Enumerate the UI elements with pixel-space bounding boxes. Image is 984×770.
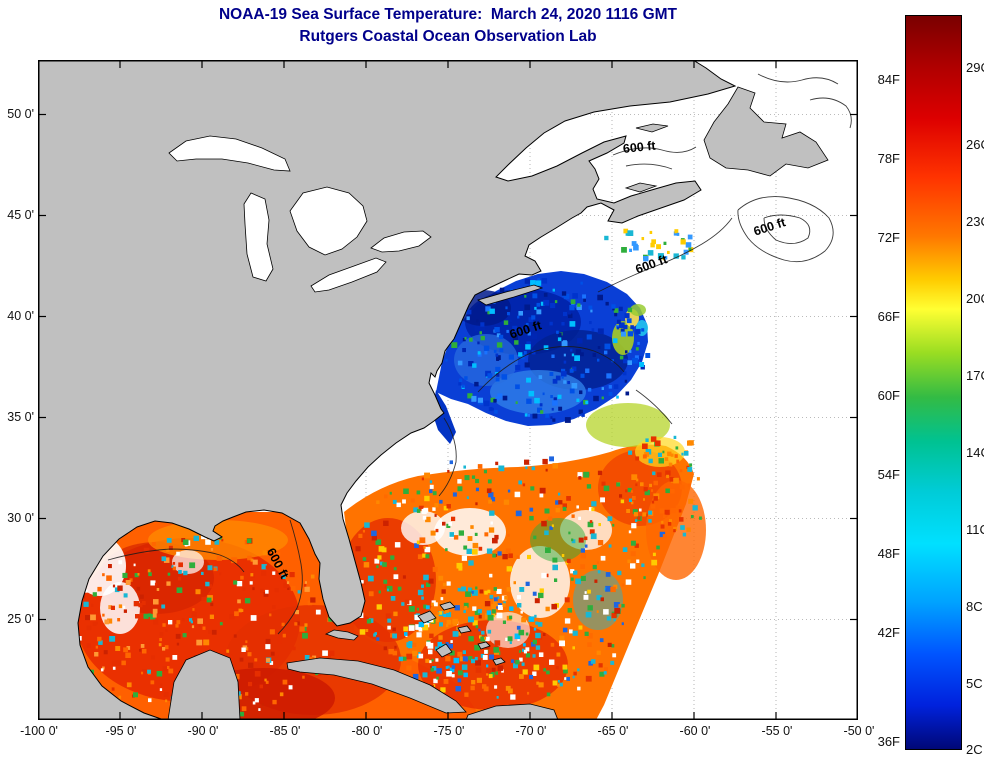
colorbar-c-label: 26C [966,137,984,152]
continent-land [38,60,737,720]
colorbar-f-label: 66F [877,309,900,324]
colorbar-c-label: 20C [966,291,984,306]
colorbar-f-label: 72F [877,230,900,245]
x-axis-label: -95 0' [105,724,137,738]
bathymetry-contours [107,73,852,703]
colorbar-f-label: 54F [877,467,900,482]
colorbar-c-label: 29C [966,60,984,75]
colorbar [905,15,962,750]
axis-ticks [38,60,858,720]
bahamas-island [492,657,506,666]
x-axis-label: -50 0' [843,724,875,738]
map-area: 600 ft 600 ft 600 ft 600 ft 600 ft [38,60,858,720]
figure-subtitle: Rutgers Coastal Ocean Observation Lab [299,28,597,45]
cuba-island [286,657,467,714]
landmass-layer [38,60,829,720]
x-axis-label: -75 0' [433,724,465,738]
great-lakes [168,135,432,293]
sst-speckles-scotian-shelf [604,228,694,262]
colorbar-gradient [906,16,961,749]
sst-speckles-bahamas [404,590,543,685]
bahamas-island [477,641,491,650]
colorbar-f-label: 48F [877,546,900,561]
bahamas-island [417,610,437,624]
y-axis-label: 50 0' [7,107,34,121]
sst-map-canvas [38,60,858,720]
y-axis-label: 45 0' [7,208,34,222]
x-axis-label: -60 0' [679,724,711,738]
colorbar-f-label: 36F [877,734,900,749]
hispaniola-island [465,703,559,720]
sst-speckles-cold [445,278,651,423]
x-axis-label: -90 0' [187,724,219,738]
x-axis-label: -65 0' [597,724,629,738]
y-axis-label: 35 0' [7,410,34,424]
yucatan-peninsula [167,649,241,720]
sst-speckles-gulfstream-edge [625,435,702,539]
colorbar-c-label: 23C [966,214,984,229]
colorbar-f-label: 42F [877,625,900,640]
title-block: NOAA-19 Sea Surface Temperature: March 2… [38,4,858,48]
x-axis-label: -100 0' [20,724,58,738]
x-axis-label: -70 0' [515,724,547,738]
islands [167,86,829,720]
y-axis-label: 30 0' [7,511,34,525]
axis-box [38,60,858,720]
y-axis-label: 25 0' [7,612,34,626]
colorbar-c-label: 2C [966,742,983,757]
bahamas-island [435,643,453,658]
x-axis-label: -55 0' [761,724,793,738]
colorbar-c-label: 11C [966,522,984,537]
long-island [477,284,544,306]
newfoundland-island [703,86,829,177]
colorbar-c-label: 14C [966,445,984,460]
figure-title: NOAA-19 Sea Surface Temperature: March 2… [218,6,678,23]
bahamas-island [439,601,456,611]
bahamas-island [457,625,472,634]
florida-keys [324,629,359,641]
colorbar-f-label: 78F [877,151,900,166]
anticosti-island [635,123,669,133]
x-axis-label: -85 0' [269,724,301,738]
prince-edward-island [624,182,658,193]
y-axis-label: 40 0' [7,309,34,323]
colorbar-f-label: 84F [877,72,900,87]
x-axis-label: -80 0' [351,724,383,738]
colorbar-c-label: 5C [966,676,983,691]
colorbar-c-label: 8C [966,599,983,614]
colorbar-f-label: 60F [877,388,900,403]
colorbar-c-label: 17C [966,368,984,383]
